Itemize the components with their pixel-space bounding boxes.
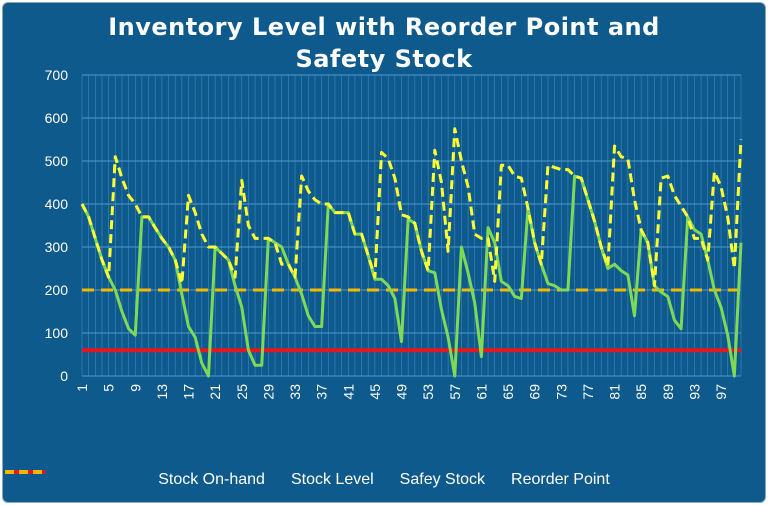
- x-tick-label: 81: [607, 384, 623, 400]
- x-tick-label: 69: [527, 384, 543, 400]
- chart-title-line-2: Safety Stock: [295, 45, 473, 73]
- x-tick-label: 1: [74, 384, 90, 392]
- legend-item: Reorder Point: [5, 470, 610, 489]
- x-tick-label: 57: [447, 384, 463, 400]
- x-tick-label: 65: [500, 384, 516, 400]
- y-tick-label: 600: [45, 110, 69, 126]
- legend-swatch: [5, 470, 45, 474]
- chart-title: Inventory Level with Reorder Point and S…: [3, 11, 765, 75]
- x-tick-label: 41: [340, 384, 356, 400]
- chart-title-line-1: Inventory Level with Reorder Point and: [108, 13, 660, 41]
- x-tick-label: 5: [101, 384, 117, 392]
- y-tick-label: 200: [45, 282, 69, 298]
- x-tick-label: 17: [181, 384, 197, 400]
- legend-label: Safey Stock: [399, 471, 486, 488]
- x-tick-label: 37: [314, 384, 330, 400]
- legend-label: Reorder Point: [511, 471, 610, 488]
- y-axis-ticks: 0 100 200 300 400 500 600 700: [45, 67, 69, 384]
- x-tick-label: 45: [367, 384, 383, 400]
- legend-label: Stock Level: [290, 471, 374, 488]
- legend-label: Stock On-hand: [158, 471, 265, 488]
- chart-legend: Stock On-hand Stock Level Safey Stock Reord…: [3, 467, 765, 493]
- series-line-stock-on-hand: [80, 174, 743, 378]
- x-tick-label: 89: [660, 384, 676, 400]
- grid-lines: [81, 74, 742, 377]
- series-line-stock-level: [80, 127, 743, 288]
- x-tick-label: 53: [420, 384, 436, 400]
- legend-item: Stock On-hand: [5, 470, 265, 489]
- x-axis-ticks: 1 5 9 13 17 21 25 29 33 37 41 45 49 53 57 61 65 69 73 77 81 8…: [74, 384, 729, 400]
- x-tick-label: 61: [473, 384, 489, 400]
- y-tick-label: 700: [45, 67, 69, 83]
- series-lines: [80, 127, 743, 378]
- y-tick-label: 400: [45, 196, 69, 212]
- x-tick-label: 9: [127, 384, 143, 392]
- x-tick-label: 49: [394, 384, 410, 400]
- x-tick-label: 25: [234, 384, 250, 400]
- x-tick-label: 29: [260, 384, 276, 400]
- line-chart: 0 100 200 300 400 500 600 700 1 5 9 13 17 21 25 29 33 37…: [45, 67, 743, 400]
- x-tick-label: 85: [633, 384, 649, 400]
- x-tick-label: 33: [287, 384, 303, 400]
- y-tick-label: 0: [60, 368, 68, 384]
- y-tick-label: 300: [45, 239, 69, 255]
- x-tick-label: 13: [154, 384, 170, 400]
- legend-item: Stock Level: [5, 470, 374, 489]
- y-tick-label: 100: [45, 325, 69, 341]
- x-tick-label: 73: [553, 384, 569, 400]
- x-tick-label: 21: [207, 384, 223, 400]
- x-tick-label: 93: [686, 384, 702, 400]
- x-tick-label: 97: [713, 384, 729, 400]
- y-tick-label: 500: [45, 153, 69, 169]
- x-tick-label: 77: [580, 384, 596, 400]
- legend-item: Safey Stock: [5, 470, 486, 489]
